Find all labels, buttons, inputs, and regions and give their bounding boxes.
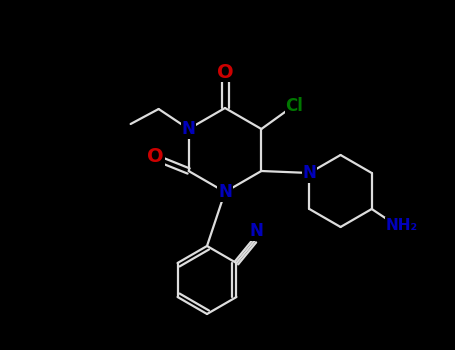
Text: O: O <box>147 147 164 166</box>
Text: N: N <box>182 120 196 138</box>
Text: N: N <box>218 183 232 201</box>
Text: NH₂: NH₂ <box>386 217 418 232</box>
Text: N: N <box>249 222 263 240</box>
Text: N: N <box>303 164 316 182</box>
Text: O: O <box>217 63 233 82</box>
Text: Cl: Cl <box>285 97 303 115</box>
